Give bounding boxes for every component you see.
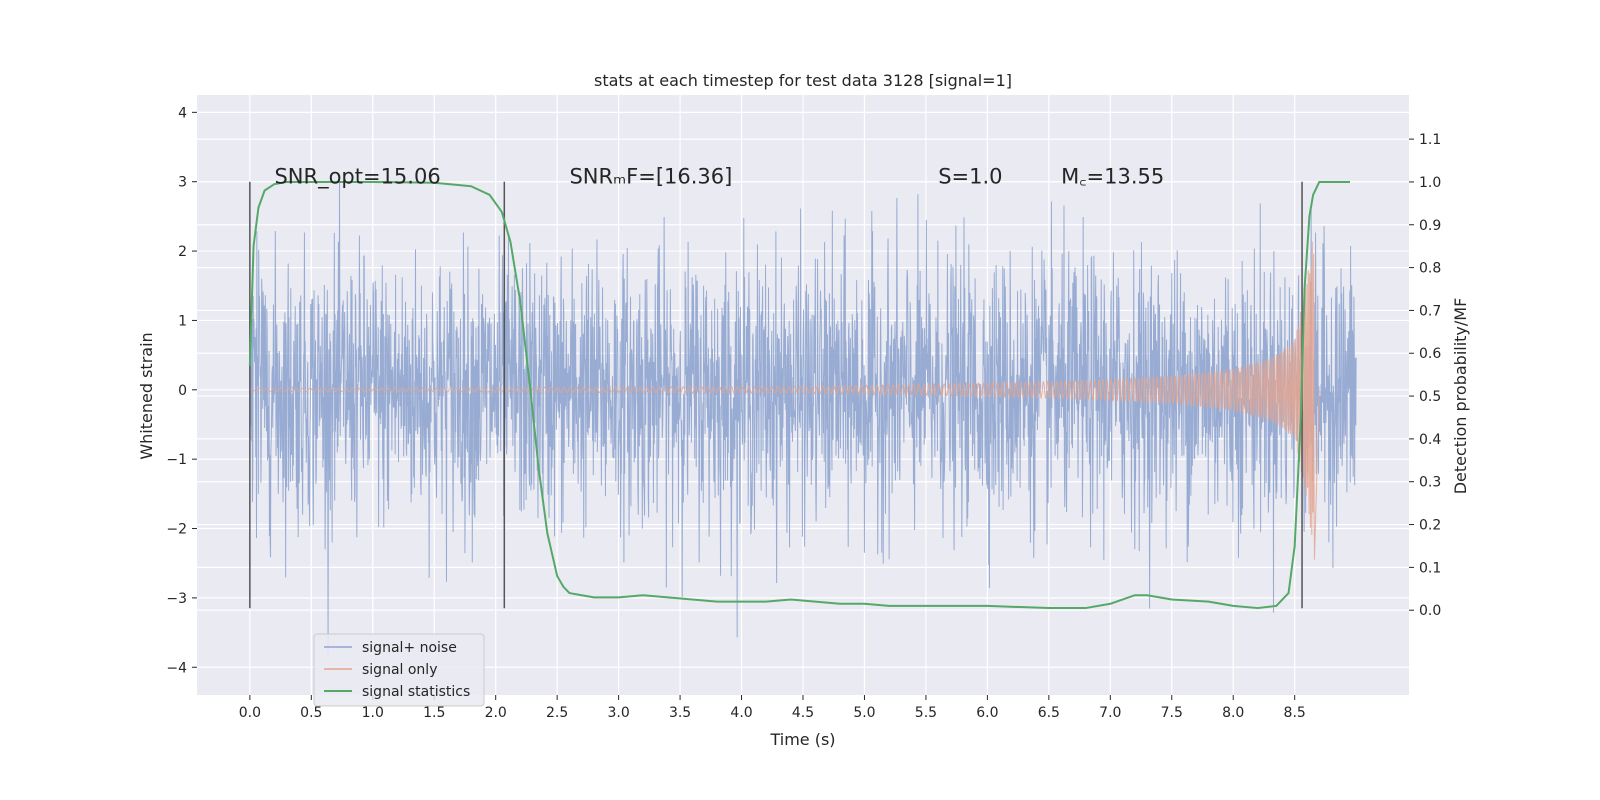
y-left-tick-label: −3 [166,591,187,607]
annotation: SNR_opt=15.06 [274,165,440,190]
y-left-tick-label: −4 [166,660,187,676]
x-tick-label: 7.5 [1161,705,1183,721]
y-left-tick-label: 3 [178,175,187,191]
x-tick-label: 6.5 [1038,705,1060,721]
signal-noise-line [249,181,1357,655]
y-right-tick-label: 0.6 [1419,346,1441,362]
legend-entry: signal only [362,662,437,678]
y-right-tick-label: 0.9 [1419,218,1441,234]
y-right-tick-label: 0.5 [1419,389,1441,405]
x-tick-label: 2.0 [485,705,507,721]
x-tick-label: 6.0 [976,705,998,721]
annotations: SNR_opt=15.06 SNRₘF=[16.36] S=1.0 M꜀=13.55 [274,165,1164,190]
legend-box [313,633,485,707]
x-tick-label: 4.0 [730,705,752,721]
legend-entry: signal statistics [362,684,470,700]
x-tick-label: 3.5 [669,705,691,721]
y-right-tick-label: 0.2 [1419,518,1441,534]
legend: signal+ noise signal only signal statistic… [313,633,485,707]
y-right-tick-label: 0.4 [1419,432,1441,448]
x-tick-label: 2.5 [546,705,568,721]
x-tick-label: 5.5 [915,705,937,721]
signal-only-series [249,241,1320,560]
x-axis-label: Time (s) [769,730,835,749]
signal-noise-series [249,181,1357,655]
y-right-tick-label: 0.8 [1419,261,1441,277]
y-left-tick-label: 4 [178,105,187,121]
y-axis-left-ticks: −4 −3 −2 −1 0 1 2 3 4 [166,105,197,676]
x-tick-label: 1.5 [423,705,445,721]
y-axis-right-ticks: 0.0 0.1 0.2 0.3 0.4 0.5 0.6 0.7 0.8 0.9 1.0 1.1 [1409,132,1441,619]
signal-statistics-series [248,180,1350,610]
y-axis-right-label: Detection probability/MF [1451,298,1470,495]
x-tick-label: 0.0 [239,705,261,721]
y-left-tick-label: −1 [166,452,187,468]
chart-title: stats at each timestep for test data 312… [594,71,1012,90]
x-tick-label: 5.0 [853,705,875,721]
x-tick-label: 4.5 [792,705,814,721]
x-tick-label: 8.5 [1284,705,1306,721]
annotation: S=1.0 [938,165,1002,189]
y-right-tick-label: 0.0 [1419,603,1441,619]
y-right-tick-label: 0.1 [1419,560,1441,576]
y-left-tick-label: 2 [178,244,187,260]
y-axis-left-label: Whitened strain [137,332,156,459]
signal-statistics-line [248,180,1350,610]
x-tick-label: 8.0 [1222,705,1244,721]
y-right-tick-label: 1.0 [1419,175,1441,191]
x-tick-label: 0.5 [300,705,322,721]
signal-only-line [249,241,1320,560]
y-left-tick-label: −2 [166,522,187,538]
y-right-tick-label: 0.3 [1419,475,1441,491]
x-tick-label: 1.0 [362,705,384,721]
y-left-tick-label: 1 [178,313,187,329]
y-right-tick-label: 1.1 [1419,132,1441,148]
x-axis-ticks: 0.0 0.5 1.0 1.5 2.0 2.5 3.0 3.5 4.0 4.5 5.0 5.5 6.0 6… [239,695,1306,721]
y-right-tick-label: 0.7 [1419,303,1441,319]
annotation: M꜀=13.55 [1061,165,1164,189]
annotation: SNRₘF=[16.36] [569,165,732,189]
x-tick-label: 3.0 [607,705,629,721]
legend-entry: signal+ noise [362,640,457,656]
y-left-tick-label: 0 [178,383,187,399]
x-tick-label: 7.0 [1099,705,1121,721]
